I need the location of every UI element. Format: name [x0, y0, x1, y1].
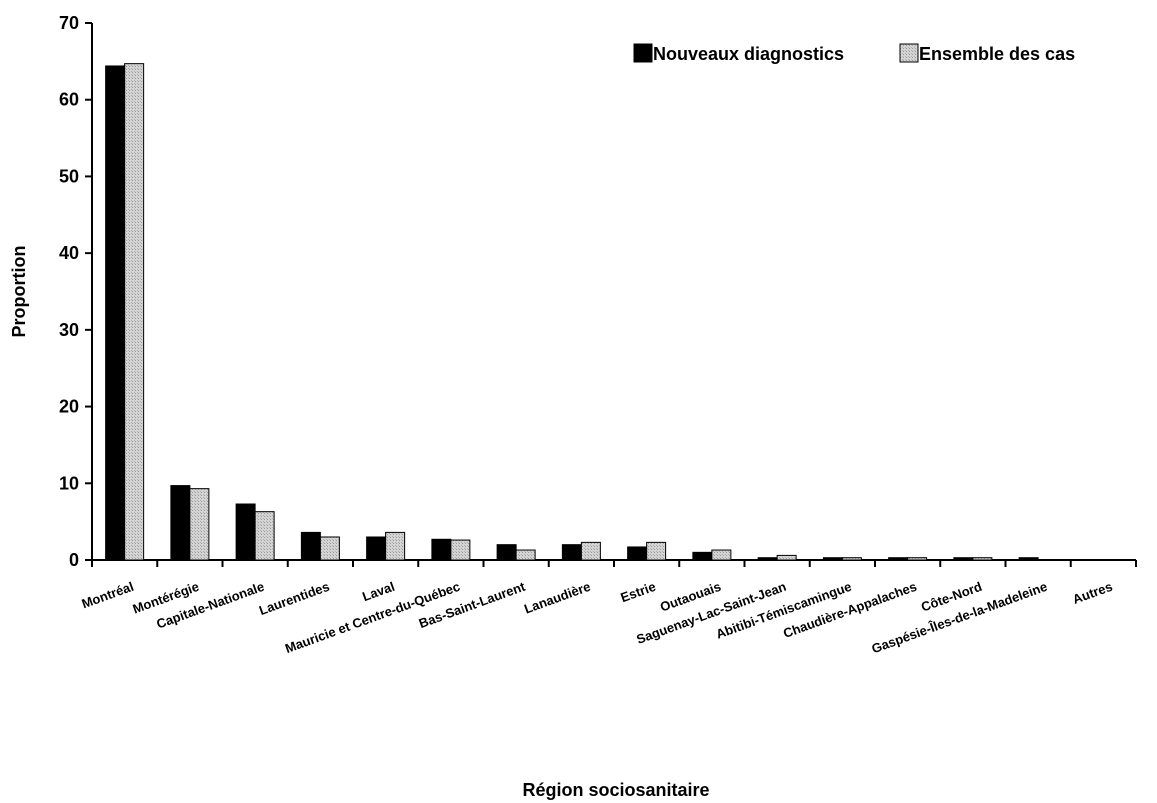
y-tick-label: 10: [59, 473, 79, 493]
x-category-label: Montréal: [80, 579, 136, 612]
bar-nouveaux-diagnostics: [235, 503, 256, 561]
y-axis-title: Proportion: [9, 246, 29, 338]
bar-nouveaux-diagnostics: [300, 531, 321, 561]
bar-ensemble-des-cas: [254, 511, 275, 561]
bar-nouveaux-diagnostics: [431, 538, 452, 561]
y-tick-label: 20: [59, 397, 79, 417]
category-labels: MontréalMontérégieCapitale-NationaleLaur…: [80, 578, 1115, 656]
legend-label-nouveaux-diagnostics: Nouveaux diagnostics: [653, 44, 844, 64]
x-category-label: Estrie: [619, 579, 658, 605]
bars: [105, 63, 1039, 561]
x-category-label: Laval: [360, 579, 396, 604]
bar-ensemble-des-cas: [907, 557, 928, 561]
bar-ensemble-des-cas: [580, 541, 601, 561]
bar-nouveaux-diagnostics: [170, 485, 191, 561]
y-tick-label: 70: [59, 13, 79, 33]
legend: Nouveaux diagnostics Ensemble des cas: [633, 43, 1075, 64]
legend-swatch-ensemble-des-cas: [899, 43, 919, 63]
bar-ensemble-des-cas: [189, 488, 210, 561]
bar-ensemble-des-cas: [646, 541, 667, 561]
bar-nouveaux-diagnostics: [953, 557, 974, 561]
x-category-label: Autres: [1071, 579, 1115, 607]
bar-nouveaux-diagnostics: [888, 557, 909, 561]
x-axis-title: Région sociosanitaire: [522, 780, 709, 800]
bar-ensemble-des-cas: [124, 63, 145, 561]
bar-ensemble-des-cas: [711, 549, 732, 561]
bar-nouveaux-diagnostics: [692, 551, 713, 561]
y-tick-label: 40: [59, 243, 79, 263]
y-tick-label: 0: [69, 550, 79, 570]
x-category-label: Laurentides: [257, 579, 331, 618]
bar-ensemble-des-cas: [972, 557, 993, 561]
bar-nouveaux-diagnostics: [366, 536, 387, 561]
bar-nouveaux-diagnostics: [1018, 557, 1039, 561]
bar-nouveaux-diagnostics: [757, 557, 778, 561]
y-tick-label: 50: [59, 166, 79, 186]
bar-ensemble-des-cas: [319, 536, 340, 561]
bar-nouveaux-diagnostics: [105, 65, 126, 561]
legend-swatch-nouveaux-diagnostics: [633, 43, 653, 63]
bar-nouveaux-diagnostics: [822, 557, 843, 561]
bar-ensemble-des-cas: [450, 539, 471, 561]
bar-nouveaux-diagnostics: [627, 546, 648, 561]
bar-nouveaux-diagnostics: [496, 544, 517, 561]
bar-ensemble-des-cas: [776, 554, 797, 561]
axes: 0 10 20 30 40 50 60 70: [59, 13, 1137, 570]
bar-ensemble-des-cas: [841, 557, 862, 561]
x-category-label: Lanaudière: [522, 579, 592, 617]
bar-nouveaux-diagnostics: [561, 544, 582, 561]
bar-ensemble-des-cas: [515, 549, 536, 561]
legend-label-ensemble-des-cas: Ensemble des cas: [919, 44, 1075, 64]
y-tick-label: 60: [59, 90, 79, 110]
bar-ensemble-des-cas: [385, 531, 406, 561]
y-tick-label: 30: [59, 320, 79, 340]
